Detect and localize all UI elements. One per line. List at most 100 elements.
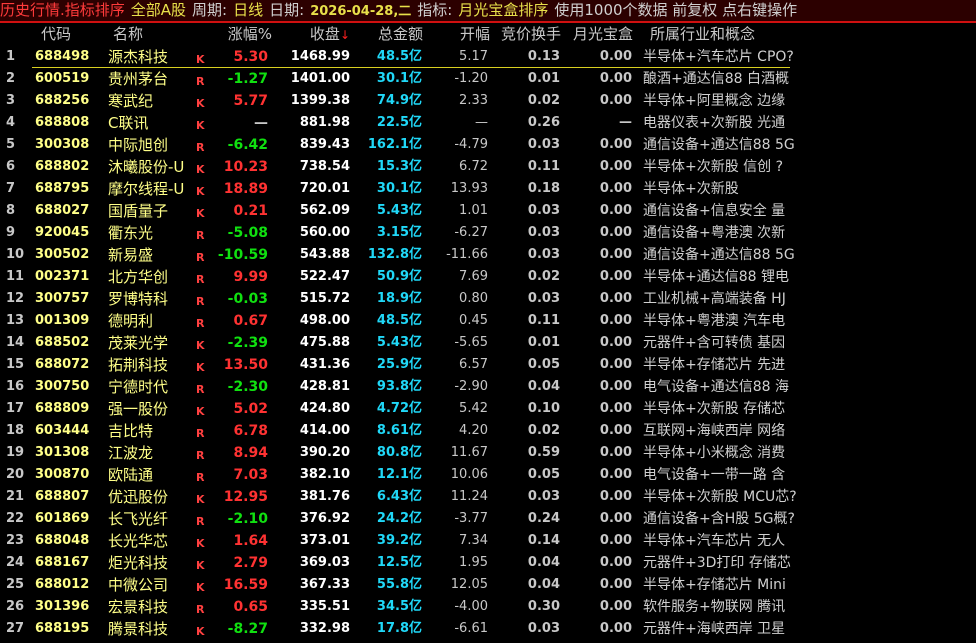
stock-code: 688167 — [35, 555, 90, 570]
close-price: 1468.99 — [290, 49, 350, 64]
table-row[interactable]: 17 688809 强一股份 K 5.02 424.80 4.72亿 5.42 0.10 0.00… — [0, 398, 976, 420]
open-change: -5.65 — [454, 335, 488, 350]
table-row[interactable]: 23 688048 长光华芯 K 1.64 373.01 39.2亿 7.34 0.14 0.00… — [0, 530, 976, 552]
table-row[interactable]: 15 688072 拓荆科技 K 13.50 431.36 25.9亿 6.57 0.05 0.0… — [0, 354, 976, 376]
change-percent: -10.59 — [217, 247, 268, 263]
open-change: -1.20 — [454, 71, 488, 86]
moon-box-value: 0.00 — [599, 555, 632, 570]
total-amount: 162.1亿 — [367, 137, 422, 152]
header-name[interactable]: 名称 — [113, 25, 144, 43]
stock-name: 吉比特 — [108, 422, 154, 440]
industry-concept: 元器件+海峡西岸 卫星 — [643, 621, 786, 637]
margin-mark: K — [196, 97, 205, 110]
total-amount: 132.8亿 — [367, 247, 422, 262]
moon-box-value: 0.00 — [599, 71, 632, 86]
row-index: 6 — [6, 159, 16, 174]
moon-box-value: — — [619, 115, 632, 130]
row-index: 23 — [6, 533, 25, 548]
row-index: 3 — [6, 93, 16, 108]
total-amount: 4.72亿 — [376, 401, 422, 416]
table-row[interactable]: 10 300502 新易盛 R -10.59 543.88 132.8亿 -11.66 0.03… — [0, 244, 976, 266]
table-row[interactable]: 13 001309 德明利 R 0.67 498.00 48.5亿 0.45 0.11 0.00 半… — [0, 310, 976, 332]
table-row[interactable]: 3 688256 寒武纪 K 5.77 1399.38 74.9亿 2.33 0.02 0.00 半… — [0, 90, 976, 112]
change-percent: 0.65 — [233, 599, 268, 615]
stock-code: 688808 — [35, 115, 90, 130]
moon-box-value: 0.00 — [599, 93, 632, 108]
table-row[interactable]: 14 688502 茂莱光学 K -2.39 475.88 5.43亿 -5.65 0.01 0.… — [0, 332, 976, 354]
stock-name: 长飞光纤 — [108, 510, 169, 528]
table-row[interactable]: 19 301308 江波龙 R 8.94 390.20 80.8亿 11.67 0.59 0.00… — [0, 442, 976, 464]
open-change: 6.72 — [459, 159, 488, 174]
table-row[interactable]: 24 688167 炬光科技 K 2.79 369.03 12.5亿 1.95 0.04 0.00… — [0, 552, 976, 574]
industry-concept: 元器件+3D打印 存储芯 — [643, 555, 791, 571]
open-change: 4.20 — [459, 423, 488, 438]
header-open[interactable]: 开幅 — [459, 25, 490, 43]
industry-concept: 半导体+次新股 存储芯 — [643, 401, 786, 417]
moon-box-value: 0.00 — [599, 137, 632, 152]
auction-turnover: 0.02 — [527, 269, 560, 284]
margin-mark: R — [196, 383, 205, 396]
table-row[interactable]: 22 601869 长飞光纤 R -2.10 376.92 24.2亿 -3.77 0.24 0.… — [0, 508, 976, 530]
margin-mark: K — [196, 163, 205, 176]
table-row[interactable]: 8 688027 国盾量子 K 0.21 562.09 5.43亿 1.01 0.03 0.00 通… — [0, 200, 976, 222]
table-row[interactable]: 16 300750 宁德时代 R -2.30 428.81 93.8亿 -2.90 0.04 0.… — [0, 376, 976, 398]
margin-mark: R — [196, 427, 205, 440]
auction-turnover: 0.26 — [527, 115, 560, 130]
close-price: 720.01 — [299, 181, 350, 196]
table-row[interactable]: 4 688808 C联讯 K — 881.98 22.5亿 — 0.26 — 电器仪表+次新股 光通 — [0, 112, 976, 134]
period-value[interactable]: 日线 — [233, 1, 264, 19]
change-percent: 8.94 — [233, 445, 268, 461]
table-row[interactable]: 5 300308 中际旭创 R -6.42 839.43 162.1亿 -4.79 0.03 0.… — [0, 134, 976, 156]
table-row[interactable]: 11 002371 北方华创 R 9.99 522.47 50.9亿 7.69 0.02 0.00… — [0, 266, 976, 288]
row-index: 25 — [6, 577, 25, 592]
header-moon[interactable]: 月光宝盒 — [572, 25, 633, 43]
table-row[interactable]: 7 688795 摩尔线程-U K 18.89 720.01 30.1亿 13.93 0.18 0… — [0, 178, 976, 200]
table-row[interactable]: 27 688195 腾景科技 K -8.27 332.98 17.8亿 -6.61 0.03 0.… — [0, 618, 976, 640]
table-row[interactable]: 25 688012 中微公司 K 16.59 367.33 55.8亿 12.05 0.04 0.… — [0, 574, 976, 596]
auction-turnover: 0.01 — [527, 335, 560, 350]
change-percent: -2.39 — [227, 335, 268, 351]
header-auction[interactable]: 竞价换手 — [500, 25, 561, 43]
open-change: 7.69 — [459, 269, 488, 284]
auction-turnover: 0.01 — [527, 71, 560, 86]
table-row[interactable]: 26 301396 宏景科技 R 0.65 335.51 34.5亿 -4.00 0.30 0.0… — [0, 596, 976, 618]
close-price: 881.98 — [299, 115, 350, 130]
table-row[interactable]: 18 603444 吉比特 R 6.78 414.00 8.61亿 4.20 0.02 0.00 互… — [0, 420, 976, 442]
auction-turnover: 0.24 — [527, 511, 560, 526]
table-row[interactable]: 9 920045 衢东光 R -5.08 560.00 3.15亿 -6.27 0.03 0.00… — [0, 222, 976, 244]
stock-name: 长光华芯 — [108, 532, 169, 550]
close-price: 381.76 — [299, 489, 350, 504]
table-row[interactable]: 2 600519 贵州茅台 R -1.27 1401.00 30.1亿 -1.20 0.01 0.… — [0, 68, 976, 90]
header-amount[interactable]: 总金额 — [377, 25, 423, 43]
stock-name: 优迅股份 — [108, 488, 169, 506]
total-amount: 50.9亿 — [376, 269, 422, 284]
industry-concept: 电器仪表+次新股 光通 — [643, 115, 786, 131]
header-change[interactable]: 涨幅% — [227, 25, 272, 43]
table-row[interactable]: 1 688498 源杰科技 K 5.30 1468.99 48.5亿 5.17 0.13 0.00… — [0, 46, 976, 68]
stock-code: 688807 — [35, 489, 90, 504]
moon-box-value: 0.00 — [599, 49, 632, 64]
header-concept[interactable]: 所属行业和概念 — [650, 25, 756, 43]
table-row[interactable]: 20 300870 欧陆通 R 7.03 382.10 12.1亿 10.06 0.05 0.00… — [0, 464, 976, 486]
industry-concept: 通信设备+含H股 5G概? — [643, 511, 795, 527]
header-close[interactable]: 收盘↓ — [310, 23, 350, 45]
stock-name: 国盾量子 — [108, 202, 169, 220]
change-percent: 2.79 — [233, 555, 268, 571]
date-value[interactable]: 2026-04-28,二 — [310, 4, 412, 19]
stock-name: 拓荆科技 — [108, 356, 169, 374]
close-price: 373.01 — [299, 533, 350, 548]
industry-concept: 酿酒+通达信88 白酒概 — [643, 71, 789, 87]
table-row[interactable]: 21 688807 优迅股份 K 12.95 381.76 6.43亿 11.24 0.03 0.… — [0, 486, 976, 508]
stock-name: 贵州茅台 — [108, 70, 169, 88]
table-row[interactable]: 6 688802 沐曦股份-U K 10.23 738.54 15.3亿 6.72 0.11 0.… — [0, 156, 976, 178]
indicator-value[interactable]: 月光宝盒排序 — [458, 1, 549, 19]
row-index: 11 — [6, 269, 25, 284]
header-code[interactable]: 代码 — [41, 25, 72, 43]
market-selector[interactable]: 全部A股 — [130, 1, 187, 19]
row-index: 20 — [6, 467, 25, 482]
auction-turnover: 0.11 — [527, 313, 560, 328]
table-row[interactable]: 12 300757 罗博特科 R -0.03 515.72 18.9亿 0.80 0.03 0.0… — [0, 288, 976, 310]
stock-code: 688502 — [35, 335, 90, 350]
change-percent: 10.23 — [223, 159, 268, 175]
industry-concept: 半导体+小米概念 消费 — [643, 445, 786, 461]
